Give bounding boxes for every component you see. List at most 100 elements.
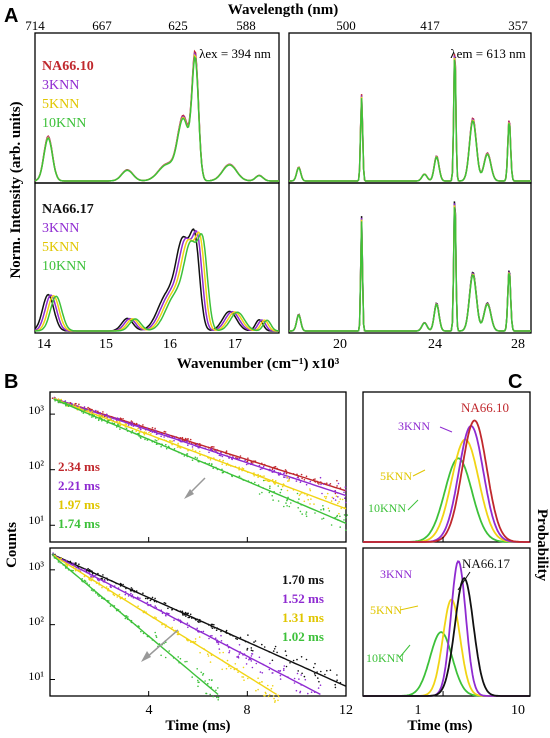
decay-point [187,444,189,447]
decay-point [202,630,205,633]
decay-point [277,694,279,697]
panelC-top-frame [362,391,531,543]
decay-point [84,580,87,582]
decay-point [198,450,201,453]
decay-point [303,479,306,481]
wavenumber-tick: 15 [99,337,113,352]
decay-point [72,565,75,568]
decay-point [326,492,329,495]
decay-point [262,479,265,482]
decay-point [268,491,271,494]
wavelength-ticks-right: 500 417 357 [336,18,528,33]
decay-point [185,615,187,617]
decay-point [98,579,100,582]
decay-point [74,562,77,564]
decay-point [283,476,285,478]
decay-point [83,579,86,582]
decay-point [245,463,248,466]
decay-point [155,443,158,446]
decay-point [220,640,223,642]
decay-point [293,682,296,684]
decay-point [112,593,115,596]
decay-point [329,483,332,485]
decay-point [196,627,198,630]
decay-point [285,502,287,504]
decay-point [324,673,326,676]
decay-point [312,666,315,669]
decay-point [213,446,215,448]
decay-point [230,667,232,670]
time-tick: 12 [339,703,353,718]
decay-point [108,600,110,602]
decay-point [163,436,165,438]
decay-point [321,492,323,495]
decay-point [187,449,189,452]
panelC-labels-bottom: NA66.17 3KNN 5KNN 10KNN [366,556,511,665]
panelC-bottom-frame [362,547,531,697]
decay-point [319,684,322,686]
decay-point [98,595,100,597]
lifetime-5knn: 1.97 ms [58,497,100,512]
decay-point [314,662,316,665]
decay-point [299,510,302,513]
decay-point [215,629,218,631]
decay-point [228,650,231,652]
decay-point [197,685,199,688]
counts-tick: 10² [28,458,44,472]
decay-point [186,660,188,663]
decay-point [344,529,347,531]
decay-point [242,676,245,678]
decay-point [241,676,243,678]
decay-point [263,646,266,648]
decay-fit-line [53,398,347,524]
decay-point [238,644,241,646]
decay-point [78,406,81,408]
legend-10knn-b: 10KNN [42,259,86,274]
decay-point [245,663,248,665]
decay-point [74,402,77,405]
decay-point [124,423,127,425]
decay-point [283,669,285,672]
decay-point [305,475,308,478]
decay-point [122,418,124,420]
decay-point [274,700,277,702]
decay-point [148,431,150,434]
wavelength-tick: 357 [508,18,528,33]
decay-point [109,605,112,607]
decay-point [238,653,241,655]
decay-point [117,423,119,426]
decay-point [217,696,220,699]
lifetime-10knn-b: 1.02 ms [282,629,324,644]
decay-point [187,612,189,615]
decay-point [102,415,104,417]
decay-point [300,656,303,658]
decay-point [84,409,86,412]
decay-point [344,497,346,500]
decay-point [209,693,211,696]
spectrum-line-3knn [289,55,531,182]
decay-point [257,476,259,479]
decay-point [309,480,312,483]
decay-point [261,643,263,646]
decay-point [130,421,132,424]
trend-arrow-head [141,651,151,662]
decay-point [298,494,301,497]
legend-5knn-b: 5KNN [42,240,79,255]
decay-point [326,482,328,485]
counts-tick: 10¹ [28,513,44,527]
decay-point [130,587,133,589]
decay-point [247,677,249,680]
decay-point [326,669,328,672]
lifetimes-top: 2.34 ms 2.21 ms 1.97 ms 1.74 ms [58,459,100,531]
decay-point [168,434,170,436]
decay-point [218,648,221,650]
decay-point [226,659,229,662]
time-tick: 1 [415,703,422,718]
decay-point [344,486,347,488]
spectrum-line-na6610 [289,53,531,182]
decay-point [336,479,338,482]
decay-point [336,514,339,517]
counts-tick: 10³ [28,403,44,417]
decay-fit-line [53,554,321,696]
decay-point [189,613,192,616]
